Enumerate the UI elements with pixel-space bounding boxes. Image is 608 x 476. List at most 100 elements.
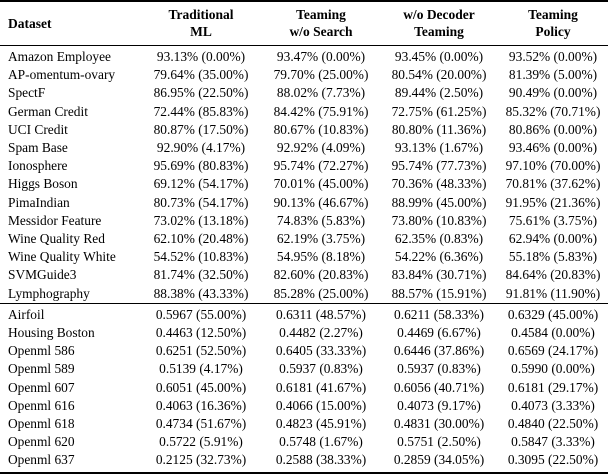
metric-value: 0.4584 (0.00%) (511, 325, 595, 341)
metric-value: 84.64% (20.83%) (505, 267, 601, 283)
metric-value: 0.5847 (3.33%) (511, 434, 595, 450)
metric-value: 88.57% (15.91%) (391, 285, 487, 301)
metric-value: 70.81% (37.62%) (505, 176, 601, 192)
dataset-name: Messidor Feature (8, 212, 102, 228)
metric-value: 88.38% (43.33%) (153, 285, 249, 301)
header-line: Traditional (168, 7, 234, 22)
metric-value: 62.19% (3.75%) (276, 231, 366, 247)
metric-value: 93.52% (0.00%) (508, 49, 598, 64)
metric-value: 0.6329 (45.00%) (498, 302, 608, 325)
dataset-name: Spam Base (8, 140, 68, 156)
metric-value: 88.02% (7.73%) (276, 85, 366, 101)
metric-value: 72.75% (61.25%) (391, 103, 487, 119)
metric-value: 0.5751 (2.50%) (397, 434, 481, 450)
metric-value: 0.5990 (0.00%) (511, 361, 595, 377)
table-row: Openml 616 0.4063 (16.36%) 0.4066 (15.00%)… (0, 397, 608, 415)
dataset-name: UCI Credit (8, 121, 68, 137)
table-row: Openml 620 0.5722 (5.91%) 0.5748 (1.67%) 0.… (0, 433, 608, 451)
dataset-name: Openml 620 (8, 434, 75, 450)
metric-value: 74.83% (5.83%) (276, 212, 366, 228)
metric-value: 72.44% (85.83%) (153, 103, 249, 119)
metric-value: 84.42% (75.91%) (273, 103, 369, 119)
metric-value: 54.22% (6.36%) (394, 249, 484, 265)
metric-value: 93.13% (1.67%) (394, 140, 484, 156)
metric-value: 0.6181 (29.17%) (507, 379, 599, 395)
metric-value: 0.5722 (5.91%) (159, 434, 243, 450)
metric-value: 0.5937 (0.83%) (397, 361, 481, 377)
dataset-name: Openml 607 (8, 379, 75, 395)
metric-value: 91.81% (11.90%) (505, 285, 601, 301)
metric-value: 54.52% (10.83%) (153, 249, 249, 265)
dataset-name: Higgs Boson (8, 176, 78, 192)
header-line: ML (190, 24, 212, 39)
table-row: Openml 586 0.6251 (52.50%) 0.6405 (33.33%)… (0, 342, 608, 360)
dataset-name: Wine Quality Red (8, 231, 105, 247)
metric-value: 82.60% (20.83%) (273, 267, 369, 283)
metric-value: 70.36% (48.33%) (391, 176, 487, 192)
dataset-name: Ionosphere (8, 158, 68, 174)
metric-value: 62.94% (0.00%) (508, 231, 598, 247)
table-body: Amazon Employee 93.13% (0.00%) 93.47% (0.0… (0, 46, 608, 473)
metric-value: 62.35% (0.83%) (394, 231, 484, 247)
column-header-teaming-policy: Teaming Policy (498, 1, 608, 46)
dataset-name: SpectF (8, 85, 46, 101)
metric-value: 0.2859 (34.05%) (393, 452, 485, 468)
header-line: w/o Search (289, 24, 353, 39)
dataset-name: Openml 616 (8, 397, 75, 413)
table-row: Messidor Feature 73.02% (13.18%) 74.83% (5… (0, 212, 608, 230)
metric-value: 54.95% (8.18%) (276, 249, 366, 265)
column-header-teaming-wo-search: Teaming w/o Search (262, 1, 380, 46)
metric-value: 0.4482 (2.27%) (279, 325, 363, 341)
metric-value: 93.45% (0.00%) (394, 49, 484, 64)
table-row: Wine Quality White 54.52% (10.83%) 54.95% … (0, 248, 608, 266)
table-row: Amazon Employee 93.13% (0.00%) 93.47% (0.0… (0, 46, 608, 67)
metric-value: 75.61% (3.75%) (508, 212, 598, 228)
metric-value: 80.73% (54.17%) (153, 194, 249, 210)
table-row: Openml 607 0.6051 (45.00%) 0.6181 (41.67%)… (0, 379, 608, 397)
metric-value: 0.6405 (33.33%) (275, 343, 367, 359)
metric-value: 93.46% (0.00%) (508, 140, 598, 156)
header-line: Teaming (414, 24, 464, 39)
table-header: Dataset Traditional ML Teaming w/o Searc… (0, 1, 608, 46)
dataset-name: Openml 618 (8, 416, 75, 432)
dataset-name: Wine Quality White (8, 249, 116, 265)
metric-value: 80.87% (17.50%) (153, 121, 249, 137)
header-line: w/o Decoder (403, 7, 475, 22)
metric-value: 93.13% (0.00%) (156, 49, 246, 64)
dataset-name: Airfoil (0, 302, 140, 325)
table-row: Higgs Boson 69.12% (54.17%) 70.01% (45.00%… (0, 175, 608, 193)
metric-value: 93.47% (0.00%) (276, 49, 366, 64)
metric-value: 62.10% (20.48%) (153, 231, 249, 247)
metric-value: 92.92% (4.09%) (276, 140, 366, 156)
metric-value: 0.4066 (15.00%) (275, 397, 367, 413)
metric-value: 80.86% (0.00%) (508, 121, 598, 137)
metric-value: 73.80% (10.83%) (391, 212, 487, 228)
metric-value: 0.2125 (32.73%) (155, 452, 247, 468)
metric-value: 0.5967 (55.00%) (140, 302, 262, 325)
table-row: German Credit 72.44% (85.83%) 84.42% (75.9… (0, 103, 608, 121)
metric-value: 0.6311 (48.57%) (262, 302, 380, 325)
metric-value: 0.5139 (4.17%) (159, 361, 243, 377)
table-row: Airfoil 0.5967 (55.00%) 0.6311 (48.57%) 0.6… (0, 302, 608, 325)
metric-value: 73.02% (13.18%) (153, 212, 249, 228)
metric-value: 0.3095 (22.50%) (507, 452, 599, 468)
metric-value: 95.74% (72.27%) (273, 158, 369, 174)
metric-value: 81.74% (32.50%) (153, 267, 249, 283)
header-row: Dataset Traditional ML Teaming w/o Searc… (0, 1, 608, 46)
metric-value: 97.10% (70.00%) (505, 158, 601, 174)
metric-value: 86.95% (22.50%) (153, 85, 249, 101)
table-row: AP-omentum-ovary 79.64% (35.00%) 79.70% (2… (0, 66, 608, 84)
table-row: Openml 618 0.4734 (51.67%) 0.4823 (45.91%)… (0, 415, 608, 433)
dataset-name: German Credit (8, 103, 88, 119)
dataset-name: Openml 586 (8, 343, 75, 359)
table-row: Housing Boston 0.4463 (12.50%) 0.4482 (2.2… (0, 324, 608, 342)
header-line: Teaming (528, 7, 578, 22)
table-row: SpectF 86.95% (22.50%) 88.02% (7.73%) 89.44… (0, 84, 608, 102)
metric-value: 0.6051 (45.00%) (155, 379, 247, 395)
dataset-name: AP-omentum-ovary (8, 67, 116, 83)
header-line: Policy (535, 24, 571, 39)
metric-value: 92.90% (4.17%) (156, 140, 246, 156)
metric-value: 88.99% (45.00%) (391, 194, 487, 210)
metric-value: 70.01% (45.00%) (273, 176, 369, 192)
